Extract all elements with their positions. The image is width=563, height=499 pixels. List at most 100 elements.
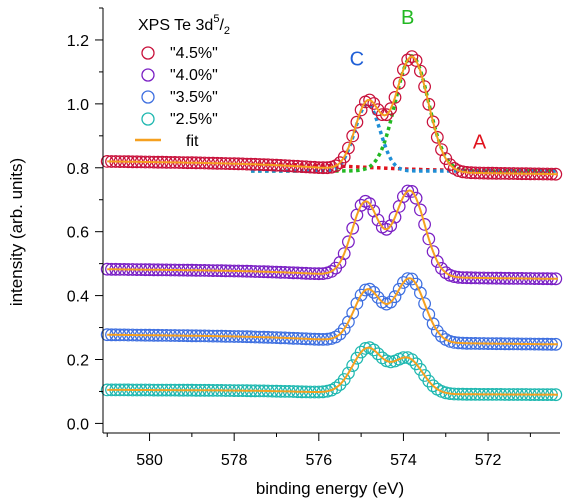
legend-marker (141, 90, 155, 104)
annotation-b: B (401, 7, 414, 29)
legend-marker (141, 46, 155, 60)
data-point (384, 355, 398, 369)
y-tick-label: 0.8 (67, 161, 89, 178)
series-2 (100, 184, 563, 286)
data-point (392, 76, 406, 90)
fit-line (107, 55, 558, 176)
data-point (426, 317, 440, 331)
y-axis-label: intensity (arb. units) (7, 158, 26, 306)
data-point (371, 291, 385, 304)
data-point (350, 115, 364, 129)
data-point (337, 247, 351, 261)
data-point (350, 297, 364, 310)
annotation-c: C (350, 49, 364, 71)
data-point (430, 130, 444, 144)
series-1 (100, 50, 563, 181)
data-point (354, 103, 368, 117)
fit-components (251, 53, 556, 173)
data-point (422, 232, 436, 246)
data-point (409, 191, 423, 205)
legend-title-main: XPS Te 3d (138, 17, 213, 34)
legend-label: "4.0%" (170, 67, 218, 84)
legend-title: XPS Te 3d5/2 (138, 13, 230, 37)
annotation-a: A (473, 132, 487, 154)
data-point (443, 158, 457, 172)
data-point (388, 290, 402, 304)
y-tick-label: 0.0 (67, 416, 89, 433)
legend-label: "2.5%" (170, 111, 218, 128)
fit-line (107, 189, 558, 280)
data-point (401, 184, 415, 198)
data-point (418, 297, 432, 311)
data-point (422, 97, 436, 111)
fit-line (107, 277, 558, 346)
data-point (405, 353, 419, 367)
data-point (405, 50, 419, 63)
data-point (325, 265, 338, 278)
legend-label: fit (186, 133, 199, 150)
series-4 (100, 341, 563, 402)
data-point (414, 286, 427, 300)
data-point (354, 198, 368, 212)
data-point (388, 210, 402, 224)
x-tick-label: 574 (390, 452, 417, 469)
data-point (333, 256, 347, 269)
data-point (375, 108, 389, 121)
data-point (342, 366, 355, 380)
data-point (367, 343, 381, 357)
legend: XPS Te 3d5/2 "4.5%" "4.0%" "3.5%" "2.5%" fit (135, 13, 230, 150)
data-point (430, 255, 444, 268)
legend-label: "3.5%" (170, 89, 218, 106)
data-point (375, 351, 389, 365)
data-point (329, 159, 343, 173)
y-tick-label: 0.6 (67, 225, 89, 242)
data-point (422, 374, 436, 388)
data-point (329, 330, 343, 344)
data-point (342, 235, 355, 249)
x-tick-label: 580 (136, 452, 163, 469)
data-point (363, 93, 377, 107)
data-point (329, 381, 343, 395)
data-point (337, 322, 351, 336)
x-tick-label: 572 (475, 452, 502, 469)
data-point (388, 90, 402, 104)
data-point (401, 53, 415, 67)
data-point (392, 282, 406, 296)
series-3 (100, 272, 563, 351)
data-point (346, 221, 360, 235)
y-tick-label: 0.4 (67, 289, 89, 306)
data-point (414, 203, 427, 217)
data-point (367, 97, 381, 110)
x-axis-label: binding energy (eV) (256, 479, 404, 498)
data-point (418, 217, 432, 231)
data-point (418, 80, 432, 93)
data-point (397, 276, 410, 289)
y-tick-label: 0.2 (67, 353, 89, 370)
data-point (346, 129, 360, 143)
data-point (409, 54, 423, 67)
legend-title-slash: / (219, 17, 224, 34)
data-point (354, 345, 368, 359)
y-tick-label: 1.2 (67, 33, 89, 50)
legend-marker (141, 112, 155, 126)
data-point (426, 115, 440, 129)
data-point (363, 282, 377, 296)
data-point (384, 219, 398, 233)
data-point (342, 141, 355, 155)
series-layer (100, 50, 563, 402)
x-tick-label: 576 (305, 452, 332, 469)
y-tick-label: 1.0 (67, 97, 89, 114)
data-point (363, 197, 377, 211)
data-point (346, 359, 360, 373)
x-tick-label: 578 (221, 452, 248, 469)
data-point (371, 213, 385, 227)
data-point (414, 64, 427, 78)
component-b (251, 53, 556, 173)
data-point (435, 262, 448, 275)
legend-title-sub: 2 (224, 25, 230, 37)
data-point (380, 222, 393, 236)
legend-title-sup: 5 (213, 13, 219, 25)
data-point (371, 347, 385, 361)
legend-label: "4.5%" (170, 45, 218, 62)
